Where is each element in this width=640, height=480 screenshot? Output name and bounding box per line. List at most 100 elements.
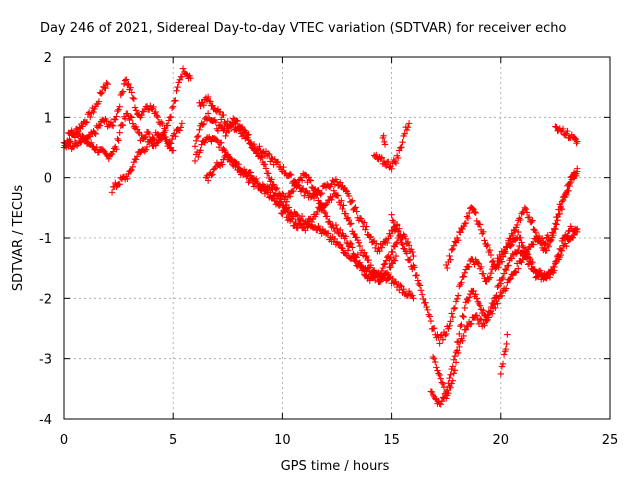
data-point: [500, 351, 508, 358]
data-point: [380, 261, 388, 268]
data-point: [268, 176, 275, 183]
data-point: [449, 245, 456, 253]
data-point: [518, 239, 525, 246]
data-point: [290, 187, 297, 195]
data-point: [511, 227, 519, 234]
data-point: [380, 157, 388, 165]
data-point: [191, 143, 199, 150]
data-point: [250, 141, 258, 148]
data-point: [394, 154, 402, 162]
data-point: [399, 139, 406, 146]
data-point: [373, 151, 380, 159]
data-point: [503, 266, 510, 274]
data-point: [564, 127, 571, 135]
data-point: [480, 270, 487, 277]
data-point: [233, 159, 240, 167]
data-point: [141, 148, 149, 155]
data-point: [270, 181, 277, 188]
data-point: [452, 359, 460, 366]
data-point: [447, 384, 454, 391]
data-point: [436, 340, 443, 347]
data-point: [558, 198, 566, 205]
data-point: [548, 234, 556, 241]
data-point: [445, 389, 452, 397]
data-point: [347, 198, 355, 206]
data-point: [197, 102, 204, 110]
data-point: [332, 221, 340, 229]
data-point: [469, 288, 476, 295]
data-point: [99, 88, 106, 96]
data-point: [423, 303, 430, 311]
data-point: [522, 205, 530, 213]
data-point: [236, 127, 244, 134]
data-point: [138, 112, 145, 119]
data-point: [410, 252, 417, 260]
data-point: [355, 239, 363, 246]
data-point: [257, 154, 264, 162]
data-point: [247, 169, 254, 176]
data-point: [132, 156, 140, 163]
data-point: [168, 104, 176, 112]
data-point: [130, 95, 138, 103]
x-tick-label: 20: [493, 433, 510, 448]
data-point: [472, 312, 479, 320]
data-point: [417, 287, 425, 294]
data-point: [214, 127, 222, 134]
data-point: [566, 182, 573, 190]
data-point: [532, 228, 539, 236]
data-point: [513, 221, 521, 229]
data-point: [328, 196, 335, 203]
data-point: [448, 310, 455, 317]
data-point: [240, 169, 248, 176]
data-point: [298, 177, 306, 184]
data-point: [299, 185, 307, 192]
data-point: [381, 260, 389, 267]
data-point: [484, 241, 491, 249]
data-point: [382, 162, 390, 170]
data-point: [396, 147, 403, 154]
data-point: [389, 248, 396, 256]
data-point: [440, 383, 448, 391]
data-point: [511, 268, 519, 275]
data-point: [366, 234, 373, 241]
data-point: [443, 395, 450, 402]
data-point: [432, 358, 439, 366]
data-point: [305, 215, 312, 223]
data-point: [553, 221, 560, 228]
data-point: [476, 302, 484, 309]
y-tick-label: -3: [39, 353, 52, 368]
data-point: [244, 171, 251, 179]
data-point: [435, 370, 442, 377]
data-point: [198, 141, 205, 148]
data-point: [192, 137, 200, 145]
data-point: [481, 237, 488, 244]
data-point: [220, 111, 227, 119]
data-point: [485, 314, 492, 321]
data-point: [461, 304, 468, 312]
data-point: [159, 120, 166, 128]
data-point: [142, 133, 150, 141]
data-point: [114, 135, 121, 143]
data-point: [456, 330, 463, 338]
data-point: [378, 154, 385, 161]
data-point: [321, 209, 329, 217]
data-point: [441, 332, 449, 339]
data-point: [187, 74, 194, 82]
data-point: [392, 159, 400, 167]
data-point: [339, 205, 346, 213]
data-point: [165, 117, 173, 124]
data-point: [127, 84, 134, 91]
data-point: [174, 83, 181, 91]
data-point: [405, 287, 413, 295]
data-point: [218, 116, 225, 123]
data-point: [388, 211, 395, 218]
data-point: [115, 137, 122, 144]
data-point: [574, 168, 581, 175]
data-point: [465, 263, 473, 270]
data-point: [447, 256, 454, 263]
data-point: [498, 292, 506, 299]
data-point: [201, 139, 209, 146]
data-point: [444, 264, 451, 272]
data-point: [462, 219, 470, 227]
data-point: [179, 65, 187, 72]
